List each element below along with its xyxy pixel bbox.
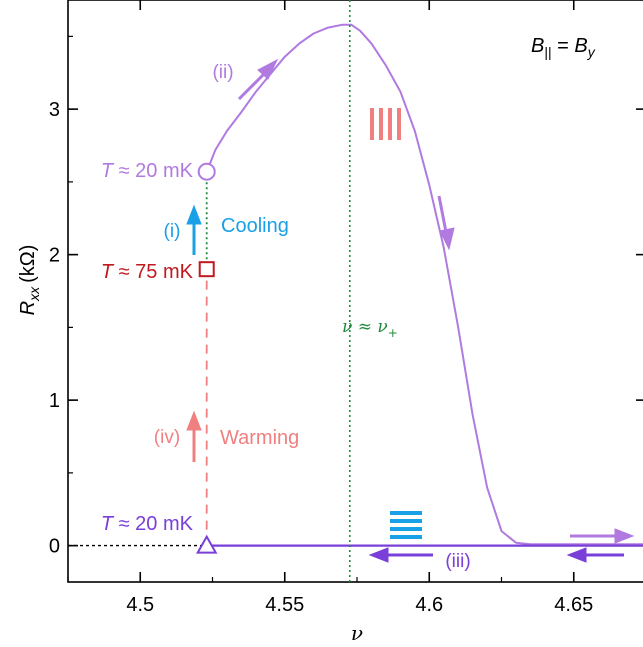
y-tick-label: 2 bbox=[49, 245, 60, 267]
arrow-down-icon bbox=[437, 195, 455, 251]
x-tick-labels: 4.5 4.55 4.6 4.65 bbox=[126, 594, 593, 616]
arrow-ii-icon bbox=[237, 58, 279, 101]
horizontal-stripes-icon bbox=[390, 511, 422, 539]
series-layer bbox=[68, 23, 643, 547]
y-axis-label: Rxx (kΩ) bbox=[17, 245, 42, 316]
axis-ticks bbox=[67, 0, 643, 582]
step-iii-label: (iii) bbox=[445, 551, 470, 572]
arrow-left-icon bbox=[566, 547, 624, 563]
arrow-iv-icon bbox=[186, 410, 202, 462]
step-i-label: (i) bbox=[164, 221, 181, 242]
plot-frame bbox=[67, 0, 643, 583]
y-tick-labels: 0 1 2 3 bbox=[49, 99, 60, 558]
x-tick-label: 4.5 bbox=[126, 594, 154, 616]
warming-label: Warming bbox=[220, 427, 299, 449]
step-ii-label: (ii) bbox=[212, 62, 233, 83]
arrow-i-icon bbox=[186, 204, 202, 255]
markers-layer bbox=[196, 162, 218, 554]
marker-triangle bbox=[196, 534, 218, 554]
y-axis-unit: (kΩ) bbox=[17, 245, 39, 283]
series-upper-curve bbox=[205, 23, 643, 546]
x-tick-label: 4.55 bbox=[265, 594, 304, 616]
nu-plus-label: ν ≈ ν+ bbox=[342, 317, 398, 340]
marker-square bbox=[198, 261, 215, 278]
arrow-iii-icon bbox=[368, 547, 433, 563]
temp-label-middle: T ≈ 75 mK bbox=[101, 261, 194, 283]
y-axis-subscript: xx bbox=[26, 286, 42, 302]
x-tick-label: 4.6 bbox=[415, 594, 443, 616]
field-label: B|| = By bbox=[531, 35, 596, 60]
temp-label-top: T ≈ 20 mK bbox=[101, 160, 194, 182]
temp-label-bottom: T ≈ 20 mK bbox=[101, 513, 194, 535]
x-tick-label: 4.65 bbox=[554, 594, 593, 616]
x-axis-label: ν bbox=[351, 621, 363, 645]
y-tick-label: 3 bbox=[49, 99, 60, 121]
y-tick-label: 1 bbox=[49, 390, 60, 412]
vertical-stripes-icon bbox=[370, 108, 401, 140]
cooling-label: Cooling bbox=[221, 215, 289, 237]
marker-circle bbox=[197, 162, 216, 181]
arrow-right-icon bbox=[570, 528, 635, 544]
y-axis-symbol: R bbox=[17, 301, 39, 315]
step-iv-label: (iv) bbox=[154, 427, 180, 448]
y-tick-label: 0 bbox=[49, 536, 60, 558]
